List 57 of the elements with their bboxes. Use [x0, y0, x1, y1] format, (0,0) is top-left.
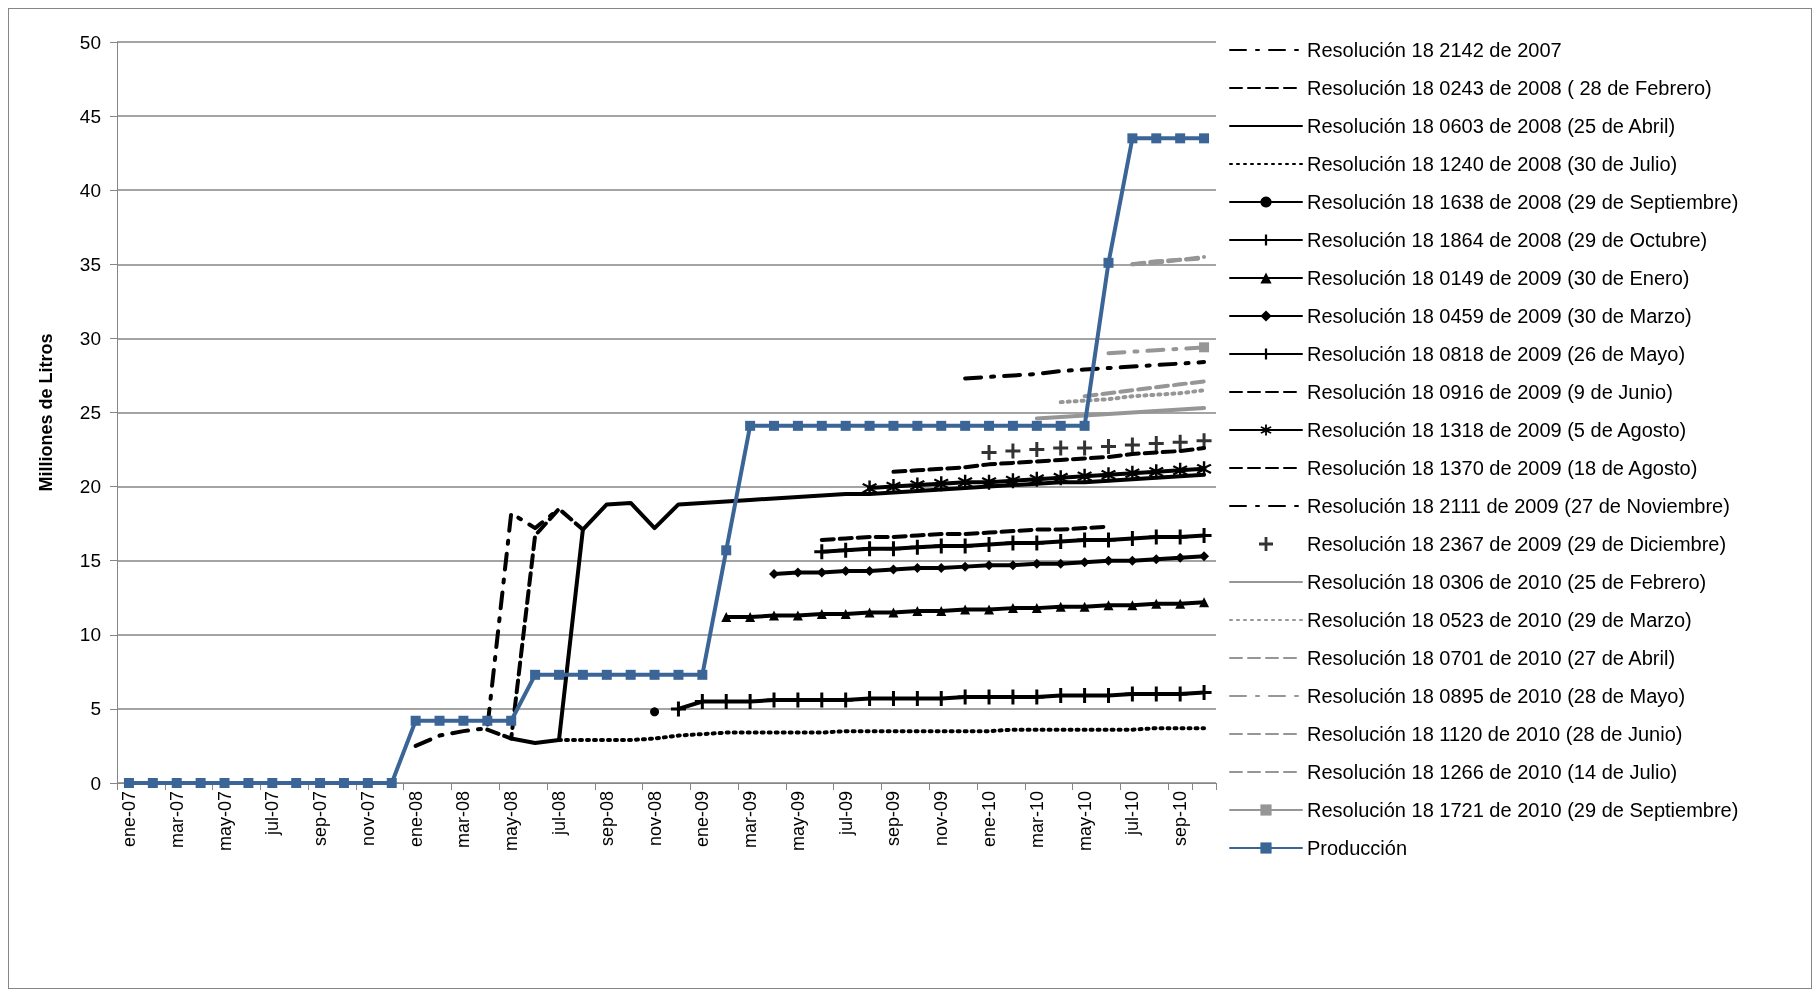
legend-label: Resolución 18 1266 de 2010 (14 de Julio) [1307, 761, 1678, 783]
legend-label: Resolución 18 0243 de 2008 ( 28 de Febrero) [1307, 77, 1712, 99]
y-tick-label: 30 [79, 327, 101, 349]
y-tick-label: 45 [79, 105, 101, 127]
legend-label: Resolución 18 2367 de 2009 (29 de Diciembre) [1307, 533, 1727, 555]
x-tick-label: may-09 [787, 791, 808, 852]
y-axis-title: Milliones de Litros [36, 333, 56, 492]
x-tick-label: mar-08 [453, 791, 474, 849]
legend-label: Resolución 18 0818 de 2009 (26 de Mayo) [1307, 343, 1686, 365]
y-tick-label: 50 [79, 31, 101, 53]
x-tick-label: mar-09 [740, 791, 761, 849]
x-tick-label: jul-08 [548, 791, 569, 837]
x-tick-label: nov-09 [931, 791, 952, 847]
legend-label: Resolución 18 0603 de 2008 (25 de Abril) [1307, 115, 1676, 137]
x-tick-label: may-08 [501, 791, 522, 852]
legend-label: Resolución 18 0916 de 2009 (9 de Junio) [1307, 381, 1673, 403]
y-tick-label: 0 [90, 772, 101, 794]
legend-label: Resolución 18 0149 de 2009 (30 de Enero) [1307, 267, 1690, 289]
y-tick-label: 40 [79, 179, 101, 201]
y-tick-label: 20 [79, 476, 101, 498]
x-tick-label: jul-10 [1122, 791, 1143, 837]
legend-label: Resolución 18 1370 de 2009 (18 de Agosto) [1307, 457, 1698, 479]
legend-label: Resolución 18 2142 de 2007 [1307, 39, 1562, 61]
y-tick-label: 15 [79, 550, 101, 572]
x-tick-label: sep-08 [596, 791, 617, 847]
x-tick-label: may-07 [214, 791, 235, 852]
y-tick-label: 10 [79, 624, 101, 646]
legend-label: Producción [1307, 837, 1408, 859]
x-tick-label: nov-07 [357, 791, 378, 847]
legend-label: Resolución 18 0306 de 2010 (25 de Febrero) [1307, 571, 1707, 593]
x-tick-label: mar-10 [1026, 791, 1047, 849]
legend-label: Resolución 18 2111 de 2009 (27 de Noviembre) [1307, 495, 1730, 517]
x-tick-label: mar-07 [166, 791, 187, 849]
legend-label: Resolución 18 1318 de 2009 (5 de Agosto) [1307, 419, 1687, 441]
y-tick-label: 5 [90, 698, 101, 720]
y-tick-label: 25 [79, 402, 101, 423]
x-tick-label: nov-08 [644, 791, 665, 847]
x-tick-label: sep-10 [1170, 791, 1191, 847]
x-tick-label: ene-07 [118, 791, 139, 848]
x-tick-label: ene-10 [979, 791, 1000, 848]
x-tick-label: sep-09 [883, 791, 904, 847]
legend-label: Resolución 18 1638 de 2008 (29 de Septiembre) [1307, 191, 1739, 213]
legend-label: Resolución 18 1721 de 2010 (29 de Septiembre) [1307, 799, 1739, 821]
x-tick-label: sep-07 [310, 791, 331, 847]
legend-label: Resolución 18 1864 de 2008 (29 de Octubre) [1307, 229, 1708, 251]
legend-label: Resolución 18 0459 de 2009 (30 de Marzo) [1307, 305, 1692, 327]
x-tick-label: jul-07 [262, 791, 283, 837]
legend-label: Resolución 18 0895 de 2010 (28 de Mayo) [1307, 685, 1686, 707]
legend-label: Resolución 18 0701 de 2010 (27 de Abril) [1307, 647, 1676, 669]
x-tick-label: ene-09 [692, 791, 713, 848]
legend-label: Resolución 18 0523 de 2010 (29 de Marzo) [1307, 609, 1692, 631]
legend-label: Resolución 18 1120 de 2010 (28 de Junio) [1307, 723, 1683, 745]
x-tick-label: may-10 [1074, 791, 1095, 852]
x-tick-label: jul-09 [835, 791, 856, 837]
y-tick-label: 35 [79, 253, 101, 275]
legend-label: Resolución 18 1240 de 2008 (30 de Julio) [1307, 153, 1678, 175]
x-tick-label: ene-08 [405, 791, 426, 848]
